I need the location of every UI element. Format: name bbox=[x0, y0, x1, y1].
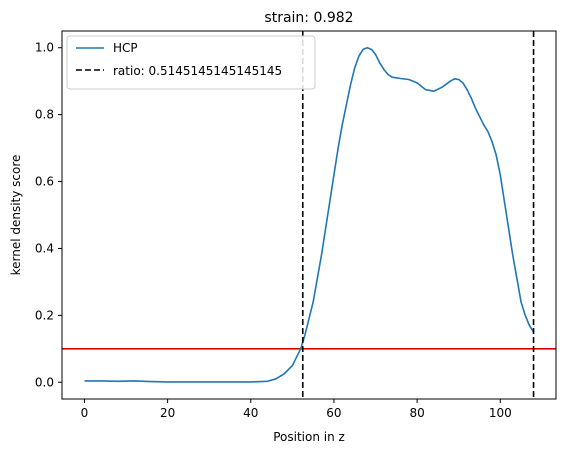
legend-box bbox=[66, 35, 316, 90]
y-tick-label: 0.0 bbox=[35, 375, 54, 389]
y-tick-label: 1.0 bbox=[35, 41, 54, 55]
x-tick-label: 40 bbox=[243, 406, 258, 420]
series-line-hcp bbox=[84, 46, 535, 383]
y-tick-label: 0.6 bbox=[35, 175, 54, 189]
y-tick-label: 0.2 bbox=[35, 308, 54, 322]
chart-title: strain: 0.982 bbox=[264, 10, 353, 26]
x-tick-label: 60 bbox=[326, 406, 341, 420]
y-tick-label: 0.4 bbox=[35, 241, 54, 255]
y-tick-label: 0.8 bbox=[35, 108, 54, 122]
x-axis-label: Position in z bbox=[273, 430, 345, 444]
x-tick-label: 0 bbox=[81, 406, 89, 420]
plot-frame bbox=[61, 30, 557, 400]
x-tick-label: 100 bbox=[489, 406, 512, 420]
x-tick-label: 80 bbox=[409, 406, 424, 420]
y-axis-label: kernel density score bbox=[9, 155, 23, 276]
plot-area bbox=[62, 31, 556, 399]
axis-ticks: 0 20 40 60 80 100 0.0 0.2 0.4 0.6 0.8 1.0 bbox=[35, 41, 512, 420]
legend-hcp-label: HCP bbox=[113, 41, 138, 55]
legend: HCP ratio: 0.5145145145145145 bbox=[66, 35, 316, 90]
x-tick-label: 20 bbox=[160, 406, 175, 420]
legend-ratio-label: ratio: 0.5145145145145145 bbox=[113, 64, 282, 78]
